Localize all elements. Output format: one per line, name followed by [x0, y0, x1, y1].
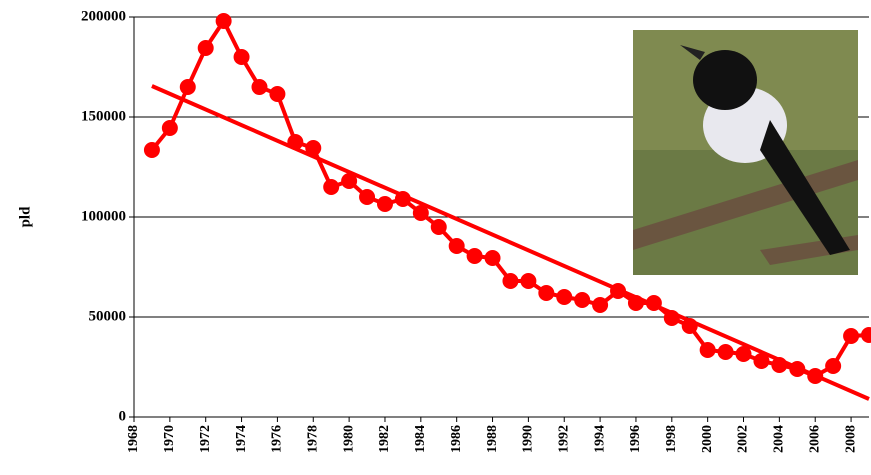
- data-point: [484, 250, 501, 266]
- y-tick-label: 200000: [81, 8, 126, 24]
- data-point: [592, 297, 609, 313]
- x-tick-label: 1972: [198, 425, 213, 453]
- data-point: [215, 13, 232, 29]
- x-tick-label: 1974: [234, 425, 249, 453]
- data-point: [323, 179, 340, 195]
- x-tick-label: 2002: [736, 425, 751, 453]
- data-point: [645, 295, 662, 311]
- data-point: [466, 248, 483, 264]
- data-point: [448, 238, 465, 254]
- data-point: [341, 173, 358, 189]
- x-tick-label: 1978: [305, 425, 320, 453]
- x-tick-label: 1980: [341, 425, 356, 453]
- data-point: [807, 368, 824, 384]
- data-point: [143, 142, 160, 158]
- x-tick-label: 1968: [126, 425, 141, 453]
- data-point: [269, 86, 286, 102]
- data-point: [771, 357, 788, 373]
- data-point: [197, 40, 214, 56]
- data-point: [161, 120, 178, 136]
- data-point: [305, 140, 322, 156]
- x-tick-label: 2008: [843, 425, 858, 453]
- x-tick-label: 1996: [628, 425, 643, 453]
- x-tick-label: 1990: [521, 425, 536, 453]
- data-point: [394, 191, 411, 207]
- data-point: [233, 49, 250, 65]
- x-tick-label: 1994: [592, 425, 607, 453]
- data-point: [789, 361, 806, 377]
- data-point: [502, 273, 519, 289]
- x-tick-label: 2004: [772, 425, 787, 453]
- x-tick-label: 2006: [807, 425, 822, 453]
- y-tick-label: 150000: [81, 108, 126, 124]
- data-point: [610, 283, 627, 299]
- data-point: [574, 292, 591, 308]
- data-point: [663, 310, 680, 326]
- data-point: [843, 328, 860, 344]
- data-point: [556, 289, 573, 305]
- data-point: [699, 342, 716, 358]
- data-point: [861, 327, 871, 343]
- x-tick-label: 1988: [485, 425, 500, 453]
- data-point: [287, 134, 304, 150]
- bird-photo: [633, 30, 858, 275]
- trend-line: [151, 84, 870, 401]
- data-point: [376, 196, 393, 212]
- data-point: [251, 79, 268, 95]
- x-tick-label: 2000: [700, 425, 715, 453]
- data-point: [717, 344, 734, 360]
- data-point: [627, 295, 644, 311]
- data-point: [359, 189, 376, 205]
- data-point: [430, 219, 447, 235]
- data-point: [753, 353, 770, 369]
- data-point: [825, 358, 842, 374]
- data-point: [735, 346, 752, 362]
- y-tick-label: 50000: [89, 308, 127, 324]
- y-tick-label: 100000: [81, 208, 126, 224]
- x-tick-label: 1976: [270, 425, 285, 453]
- plot-area: 0 50000 100000 150000 200000 1968 1970 1972 1974…: [81, 8, 871, 453]
- data-point: [520, 273, 537, 289]
- data-point: [412, 205, 429, 221]
- x-tick-label: 1992: [556, 425, 571, 453]
- x-tick-label: 1982: [377, 425, 392, 453]
- x-tick-label: 1984: [413, 425, 428, 453]
- data-point: [538, 285, 555, 301]
- data-point: [179, 79, 196, 95]
- y-tick-label: 0: [119, 408, 127, 424]
- x-tick-label: 1998: [664, 425, 679, 453]
- x-tick-label: 1970: [162, 425, 177, 453]
- y-axis-label: pld: [17, 206, 33, 228]
- data-point: [681, 318, 698, 334]
- x-tick-label: 1986: [449, 425, 464, 453]
